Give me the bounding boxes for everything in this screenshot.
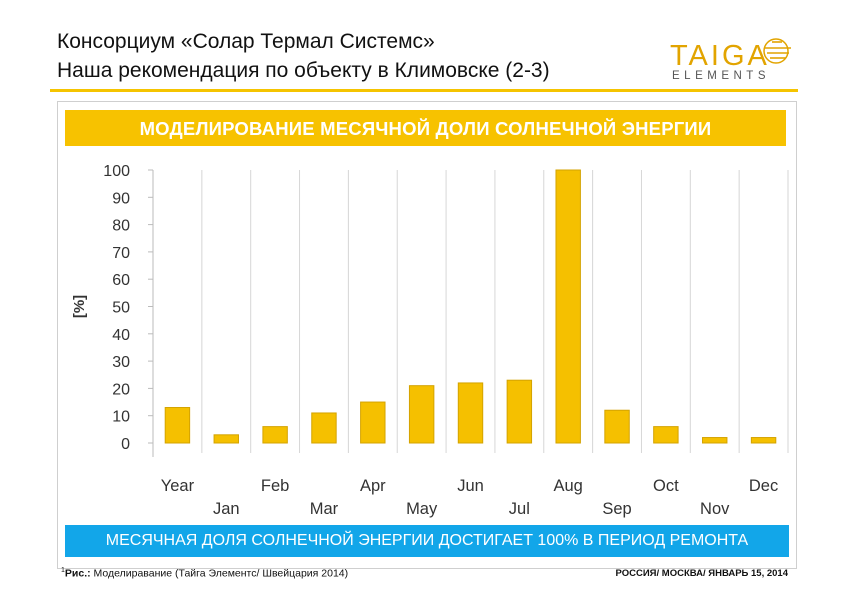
- bar-oct: [653, 426, 679, 444]
- x-tick-label: Year: [161, 477, 195, 495]
- taiga-elements-logo: TAIGA ELEMENTS: [668, 18, 798, 88]
- footnote-marker: 1: [61, 567, 65, 574]
- slide-title-line-2: Наша рекомендация по объекту в Климовске…: [57, 59, 550, 82]
- bar-jul: [506, 379, 533, 444]
- x-tick-label: Jun: [457, 477, 484, 495]
- bar-feb: [262, 426, 288, 444]
- y-tick-label: 50: [112, 300, 130, 317]
- x-tick-label: Jul: [509, 500, 530, 518]
- x-tick-label: May: [406, 500, 438, 518]
- x-tick-label: Mar: [310, 500, 339, 518]
- bar-dec: [750, 437, 777, 444]
- bar-sep: [604, 409, 630, 444]
- header-divider: [50, 89, 798, 92]
- figure-footnote: 1Рис.: Моделиравание (Тайга Элементс/ Шв…: [61, 567, 348, 580]
- chart-title-band: МОДЕЛИРОВАНИЕ МЕСЯЧНОЙ ДОЛИ СОЛНЕЧНОЙ ЭН…: [65, 110, 786, 146]
- slide-title-line-1: Консорциум «Солар Термал Системс»: [57, 30, 435, 53]
- conclusion-text: МЕСЯЧНАЯ ДОЛЯ СОЛНЕЧНОЙ ЭНЕРГИИ ДОСТИГАЕ…: [105, 532, 749, 549]
- y-tick-label: 0: [121, 436, 130, 453]
- bar-year: [164, 407, 191, 444]
- y-tick-label: 20: [112, 381, 130, 398]
- logo-wordmark: TAIGA: [670, 40, 770, 72]
- y-axis-label: [%]: [71, 295, 88, 318]
- chart-title: МОДЕЛИРОВАНИЕ МЕСЯЧНОЙ ДОЛИ СОЛНЕЧНОЙ ЭН…: [139, 118, 712, 139]
- y-tick-label: 30: [112, 354, 130, 371]
- x-tick-label: Nov: [700, 500, 730, 518]
- y-tick-label: 90: [112, 190, 130, 207]
- x-tick-label: Dec: [749, 477, 778, 495]
- location-date: РОССИЯ/ МОСКВА/ ЯНВАРЬ 15, 2014: [615, 568, 788, 579]
- bar-apr: [360, 401, 386, 444]
- bar-may: [408, 385, 435, 444]
- x-tick-label: Feb: [261, 477, 289, 495]
- bar-aug: [555, 169, 581, 444]
- footnote-label: Рис.:: [64, 567, 91, 580]
- y-tick-label: 40: [112, 327, 130, 344]
- x-tick-label: Sep: [602, 500, 631, 518]
- y-tick-label: 80: [112, 218, 130, 235]
- bar-mar: [311, 412, 337, 444]
- bar-nov: [702, 437, 728, 444]
- x-tick-label: Apr: [360, 477, 386, 495]
- x-tick-label: Aug: [554, 477, 583, 495]
- y-tick-label: 100: [103, 163, 130, 180]
- y-tick-label: 70: [112, 245, 130, 262]
- x-tick-label: Jan: [213, 500, 240, 518]
- y-tick-label: 10: [112, 409, 130, 426]
- bar-jun: [457, 382, 484, 444]
- logo-subtitle: ELEMENTS: [672, 70, 770, 82]
- conclusion-banner: МЕСЯЧНАЯ ДОЛЯ СОЛНЕЧНОЙ ЭНЕРГИИ ДОСТИГАЕ…: [65, 525, 789, 557]
- monthly-solar-fraction-chart: 0 10 20 30 40 50 60 70 80 90 100 [%] Year Jan Feb Mar Ap…: [71, 163, 789, 518]
- sun-icon: [763, 38, 791, 64]
- chart-panel: [57, 101, 797, 569]
- footnote-text: Моделиравание (Тайга Элементс/ Швейцария…: [90, 567, 349, 580]
- bar-jan: [213, 434, 239, 444]
- x-tick-label: Oct: [653, 477, 679, 495]
- y-tick-label: 60: [112, 272, 130, 289]
